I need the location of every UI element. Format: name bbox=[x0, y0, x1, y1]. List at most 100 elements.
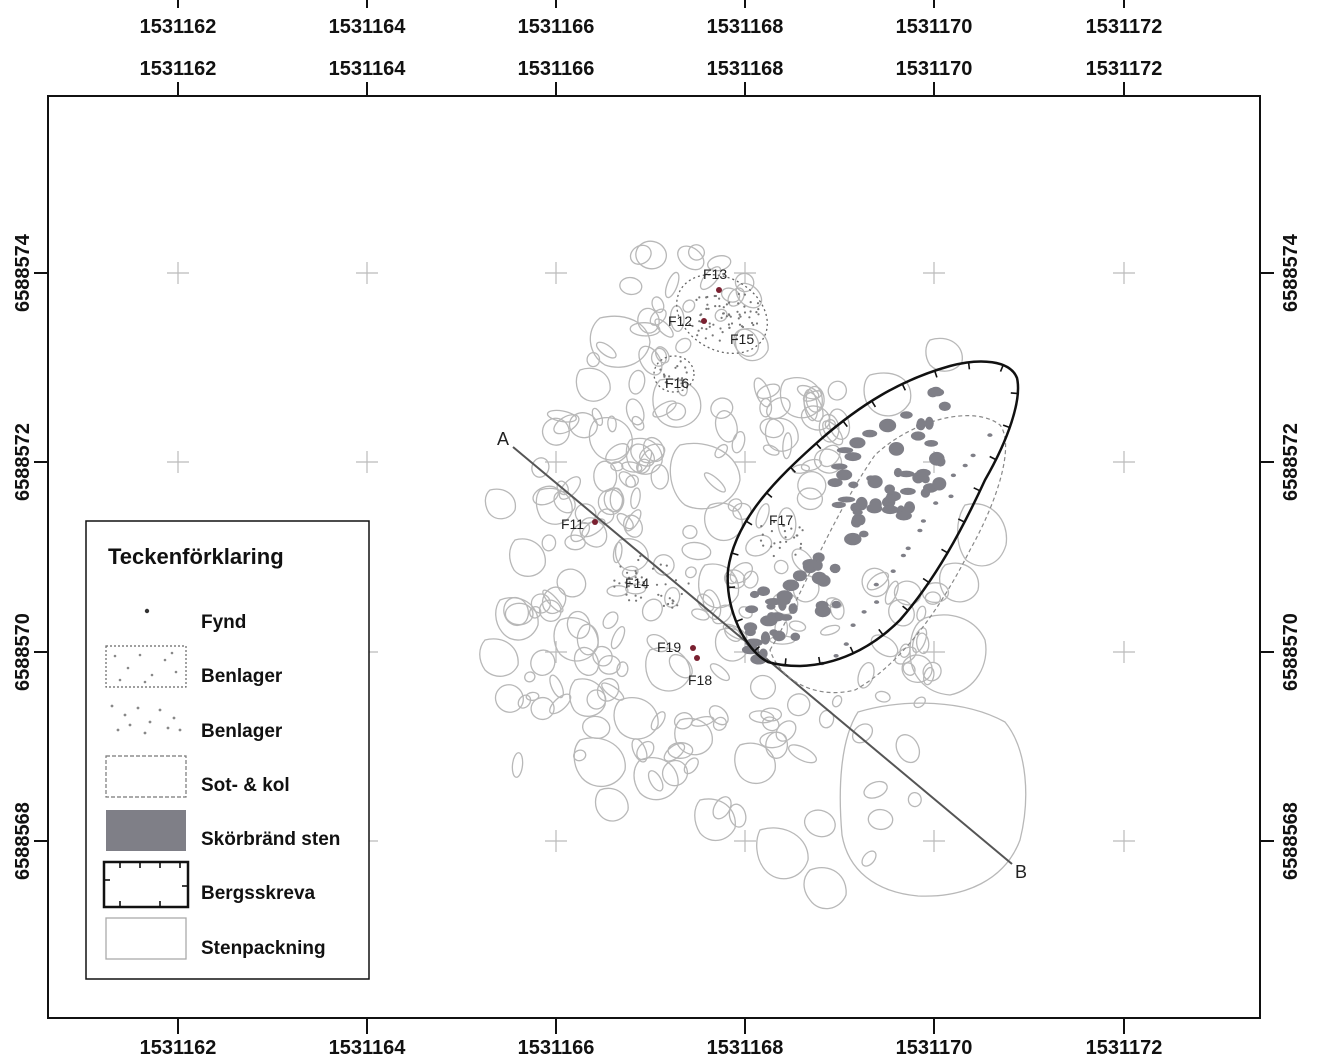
stone-sw-3 bbox=[613, 696, 659, 740]
bone-point bbox=[671, 606, 674, 609]
stone-nw-1 bbox=[575, 367, 611, 402]
stone bbox=[800, 458, 823, 472]
stone bbox=[650, 347, 668, 367]
bone-point bbox=[676, 365, 679, 368]
stone-c-5 bbox=[645, 647, 691, 692]
stone bbox=[703, 472, 726, 493]
bone-point bbox=[697, 329, 700, 332]
crevice-hachure bbox=[815, 442, 822, 450]
bone-point bbox=[634, 576, 637, 579]
fire-cracked-stone bbox=[831, 463, 848, 470]
bone-point bbox=[613, 585, 616, 588]
stone-se-2 bbox=[909, 614, 987, 696]
fire-cracked-stone bbox=[910, 431, 926, 441]
bone-point bbox=[751, 321, 754, 325]
stone bbox=[524, 671, 536, 683]
fire-cracked-stone bbox=[920, 488, 931, 498]
stone bbox=[628, 369, 646, 395]
stone bbox=[530, 649, 556, 676]
x-tick-label-top-outer: 1531162 bbox=[140, 16, 217, 38]
crevice-hachure bbox=[766, 492, 773, 499]
fire-cracked-stone bbox=[812, 552, 825, 563]
stone bbox=[857, 661, 875, 689]
find-dot-f12 bbox=[701, 318, 707, 324]
y-tick-label-left: 6588570 bbox=[12, 613, 34, 691]
fire-cracked-stone bbox=[788, 603, 798, 614]
feature-label-f16: F16 bbox=[665, 375, 689, 391]
stone bbox=[663, 742, 686, 762]
fire-cracked-stone bbox=[782, 579, 800, 592]
fire-cracked-stone bbox=[935, 456, 946, 467]
bone-point bbox=[737, 292, 740, 296]
stone bbox=[625, 583, 647, 595]
bone-point bbox=[708, 325, 711, 328]
stone-c-8 bbox=[764, 417, 799, 452]
stone-nw-2 bbox=[625, 437, 663, 475]
stone bbox=[641, 598, 663, 622]
fire-cracked-stone bbox=[932, 477, 947, 491]
bone-point bbox=[727, 323, 731, 326]
stone bbox=[576, 623, 599, 656]
stone bbox=[714, 410, 738, 443]
stone bbox=[673, 712, 694, 730]
x-tick-label-top: 1531172 bbox=[1086, 58, 1163, 80]
crevice-hachure bbox=[957, 518, 965, 523]
stone bbox=[782, 432, 793, 460]
fire-cracked-stone bbox=[815, 600, 829, 611]
bone-point bbox=[748, 316, 751, 319]
bone-point bbox=[668, 597, 671, 600]
crevice-hachure bbox=[842, 420, 848, 428]
bone-point bbox=[743, 305, 746, 308]
stone bbox=[647, 770, 664, 792]
fire-cracked-stones bbox=[741, 386, 993, 666]
stone bbox=[541, 417, 570, 446]
fire-cracked-stone bbox=[765, 598, 783, 606]
stone bbox=[639, 443, 666, 464]
stone bbox=[805, 385, 825, 413]
bone-point bbox=[640, 576, 643, 579]
crevice-hachure bbox=[989, 455, 997, 461]
stone bbox=[913, 696, 926, 709]
stone bbox=[681, 541, 712, 561]
stone bbox=[549, 693, 572, 715]
bone-point bbox=[628, 599, 631, 602]
find-dot-f19 bbox=[690, 645, 696, 651]
bone-point bbox=[741, 325, 745, 329]
stone bbox=[861, 850, 877, 867]
crevice-hachure bbox=[901, 383, 907, 391]
stone-c-9 bbox=[734, 328, 769, 362]
fire-cracked-stone bbox=[745, 605, 759, 614]
bone-point bbox=[677, 377, 680, 380]
stone bbox=[542, 589, 564, 613]
fire-cracked-stone bbox=[866, 475, 876, 482]
bone-point bbox=[628, 576, 631, 579]
stone bbox=[734, 272, 755, 293]
bone-point bbox=[736, 310, 739, 313]
stone bbox=[517, 694, 532, 709]
stone bbox=[668, 653, 693, 679]
stone bbox=[915, 632, 930, 655]
bone-point bbox=[704, 337, 707, 340]
stone bbox=[650, 711, 666, 731]
legend-symbol-crevice-icon bbox=[102, 860, 190, 909]
bone-point bbox=[672, 600, 675, 603]
fire-cracked-stone bbox=[938, 401, 951, 411]
stone bbox=[667, 742, 694, 759]
bone-point bbox=[778, 546, 781, 550]
stone bbox=[677, 245, 705, 271]
y-tick-label-right: 6588574 bbox=[1280, 233, 1302, 312]
stone bbox=[635, 240, 667, 270]
stone bbox=[755, 503, 770, 529]
stone bbox=[619, 276, 643, 296]
x-tick-label-top-outer: 1531164 bbox=[329, 16, 407, 38]
crevice-hachures bbox=[728, 362, 1018, 666]
fire-cracked-stone bbox=[859, 530, 869, 538]
x-tick-label-top-outer: 1531166 bbox=[518, 16, 595, 38]
stone bbox=[636, 740, 655, 761]
fire-cracked-stone bbox=[827, 478, 843, 488]
stone bbox=[573, 646, 600, 676]
bone-point bbox=[756, 302, 760, 305]
bone-point bbox=[718, 305, 721, 308]
crevice-hachure bbox=[1010, 392, 1018, 395]
bone-layer-f16 bbox=[653, 355, 695, 393]
